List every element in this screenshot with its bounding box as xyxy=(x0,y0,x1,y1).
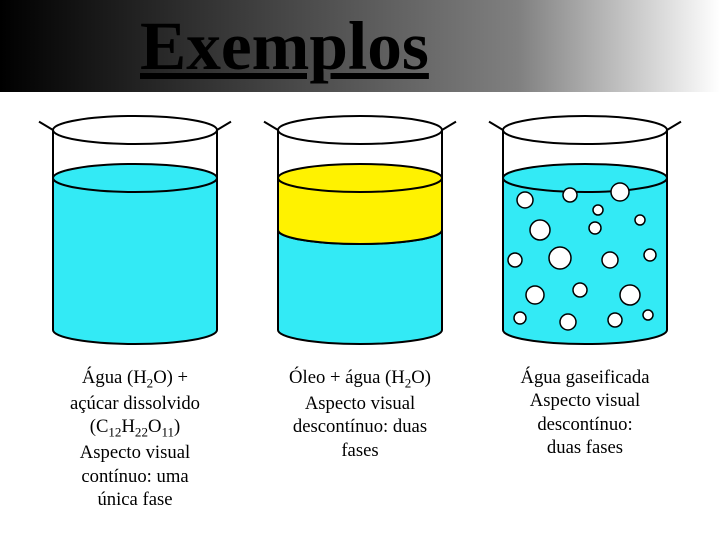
caption-line: Água gaseificada xyxy=(521,366,650,389)
beaker-oil-water: Óleo + água (H2O)Aspecto visualdescontín… xyxy=(255,100,465,511)
title-bar: Exemplos xyxy=(0,0,720,92)
beaker-water-sugar: Água (H2O) +açúcar dissolvido(C12H22O11)… xyxy=(30,100,240,511)
beakers-row: Água (H2O) +açúcar dissolvido(C12H22O11)… xyxy=(0,92,720,511)
beaker-carbonated-water: Água gaseificadaAspecto visualdescontínu… xyxy=(480,100,690,511)
caption-water-sugar: Água (H2O) +açúcar dissolvido(C12H22O11)… xyxy=(70,366,200,511)
caption-carbonated-water: Água gaseificadaAspecto visualdescontínu… xyxy=(521,366,650,459)
caption-line: fases xyxy=(289,439,431,462)
caption-line: descontínuo: xyxy=(521,413,650,436)
caption-line: Água (H2O) + xyxy=(70,366,200,392)
caption-line: (C12H22O11) xyxy=(70,415,200,441)
caption-line: Óleo + água (H2O) xyxy=(289,366,431,392)
page-title: Exemplos xyxy=(140,6,429,86)
caption-line: açúcar dissolvido xyxy=(70,392,200,415)
caption-line: Aspecto visual xyxy=(289,392,431,415)
beaker-diagram xyxy=(255,100,465,350)
caption-line: descontínuo: duas xyxy=(289,415,431,438)
caption-line: Aspecto visual xyxy=(70,441,200,464)
caption-line: contínuo: uma xyxy=(70,465,200,488)
caption-line: única fase xyxy=(70,488,200,511)
beaker-diagram xyxy=(30,100,240,350)
caption-line: Aspecto visual xyxy=(521,389,650,412)
beaker-diagram xyxy=(480,100,690,350)
caption-line: duas fases xyxy=(521,436,650,459)
caption-oil-water: Óleo + água (H2O)Aspecto visualdescontín… xyxy=(289,366,431,462)
